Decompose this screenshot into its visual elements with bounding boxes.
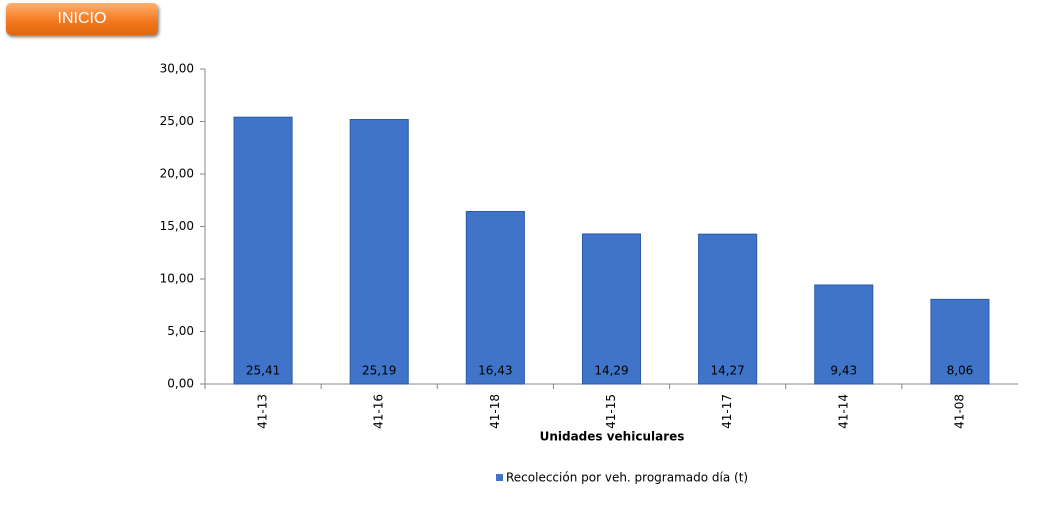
y-tick-label: 20,00 bbox=[160, 167, 194, 181]
bar bbox=[930, 298, 990, 385]
value-label: 8,06 bbox=[947, 364, 974, 378]
bar bbox=[581, 233, 642, 385]
value-label: 9,43 bbox=[830, 364, 857, 378]
x-tick-label: 41-18 bbox=[488, 394, 502, 429]
inicio-button[interactable]: INICIO bbox=[6, 3, 158, 35]
y-tick-label: 5,00 bbox=[167, 324, 194, 338]
y-tick-label: 0,00 bbox=[167, 377, 194, 391]
bar bbox=[349, 119, 409, 385]
y-tick-label: 30,00 bbox=[160, 62, 194, 76]
value-label: 25,19 bbox=[362, 364, 396, 378]
bar bbox=[465, 210, 525, 385]
bar bbox=[698, 233, 758, 385]
y-tick-label: 25,00 bbox=[160, 114, 194, 128]
x-tick-label: 41-14 bbox=[836, 394, 850, 429]
y-tick-label: 15,00 bbox=[160, 219, 194, 233]
legend-swatch bbox=[496, 474, 503, 481]
value-label: 16,43 bbox=[478, 364, 512, 378]
y-tick-label: 10,00 bbox=[160, 272, 194, 286]
x-tick-label: 41-15 bbox=[604, 394, 618, 429]
bar bbox=[233, 116, 293, 385]
x-tick-label: 41-13 bbox=[256, 394, 270, 429]
value-label: 14,27 bbox=[710, 364, 744, 378]
value-label: 14,29 bbox=[594, 364, 628, 378]
value-label: 25,41 bbox=[246, 364, 280, 378]
bar bbox=[814, 284, 874, 385]
legend-label: Recolección por veh. programado día (t) bbox=[506, 471, 748, 485]
x-tick-label: 41-08 bbox=[952, 394, 966, 429]
x-tick-label: 41-16 bbox=[372, 394, 386, 429]
x-axis-title: Unidades vehiculares bbox=[540, 430, 685, 444]
x-tick-label: 41-17 bbox=[720, 394, 734, 429]
